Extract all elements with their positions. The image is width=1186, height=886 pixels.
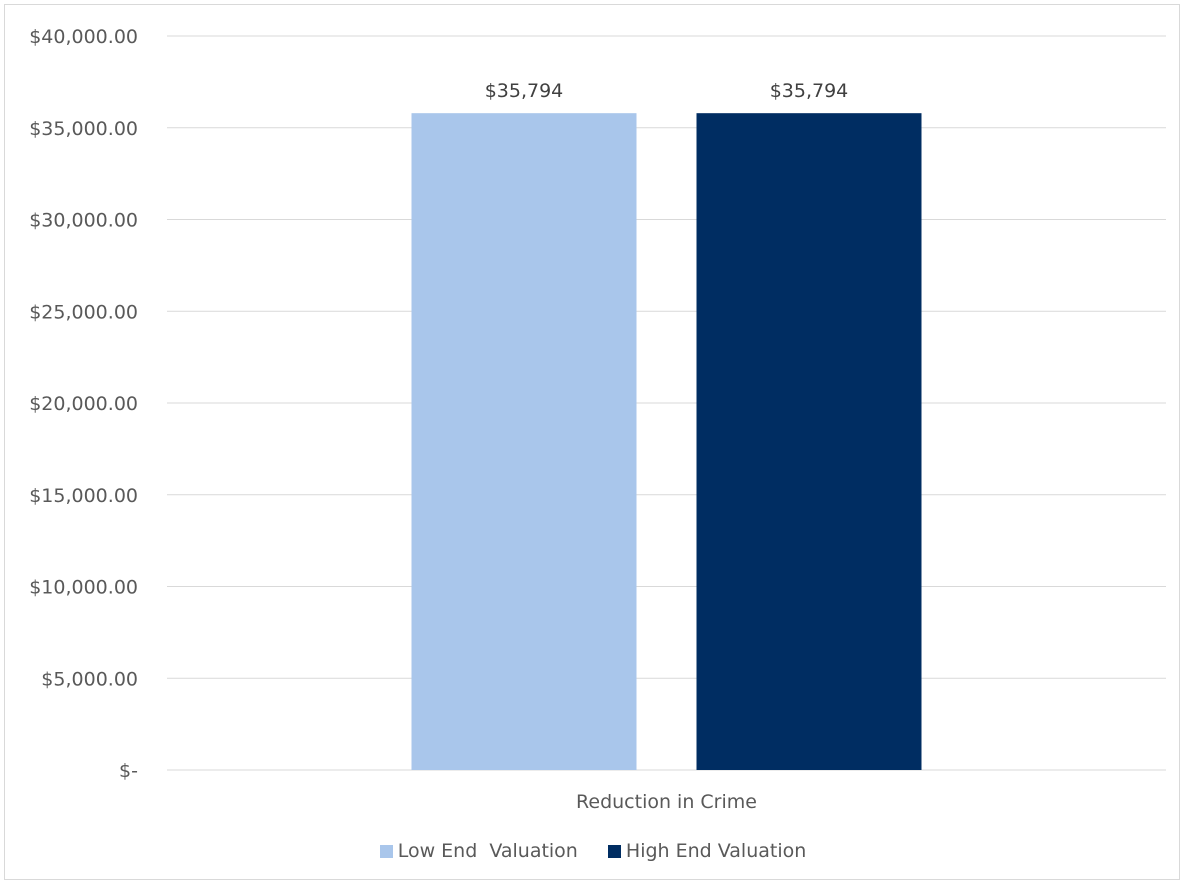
- y-tick-label: $-: [119, 760, 138, 782]
- y-tick-label: $15,000.00: [29, 485, 138, 507]
- data-label-low-end: $35,794: [485, 80, 564, 102]
- x-tick-label: Reduction in Crime: [576, 791, 757, 813]
- legend-swatch-low-end: [379, 844, 393, 858]
- bar-chart: $- $5,000.00 $10,000.00 $15,000.00 $20,000.0…: [29, 26, 1166, 813]
- legend-swatch-high-end: [607, 844, 621, 858]
- y-tick-label: $10,000.00: [29, 577, 138, 599]
- y-tick-label: $35,000.00: [29, 118, 138, 140]
- x-axis-tick-labels: Reduction in Crime: [576, 791, 757, 813]
- data-label-high-end: $35,794: [770, 80, 849, 102]
- legend-item-low-end: Low End Valuation: [379, 840, 578, 862]
- y-tick-label: $20,000.00: [29, 393, 138, 415]
- gridlines: [167, 35, 1166, 771]
- y-axis-tick-labels: $- $5,000.00 $10,000.00 $15,000.00 $20,000.0…: [29, 26, 138, 782]
- bars: [411, 113, 922, 770]
- data-labels: $35,794 $35,794: [485, 80, 849, 102]
- legend-item-high-end: High End Valuation: [607, 840, 807, 862]
- y-tick-label: $30,000.00: [29, 210, 138, 232]
- bar-low-end: [411, 113, 637, 770]
- y-tick-label: $25,000.00: [29, 301, 138, 323]
- y-tick-label: $5,000.00: [41, 668, 138, 690]
- legend: Low End Valuation High End Valuation: [0, 840, 1186, 863]
- bar-high-end: [696, 113, 922, 770]
- legend-label-low-end: Low End Valuation: [397, 840, 578, 862]
- y-tick-label: $40,000.00: [29, 26, 138, 48]
- legend-label-high-end: High End Valuation: [625, 840, 807, 862]
